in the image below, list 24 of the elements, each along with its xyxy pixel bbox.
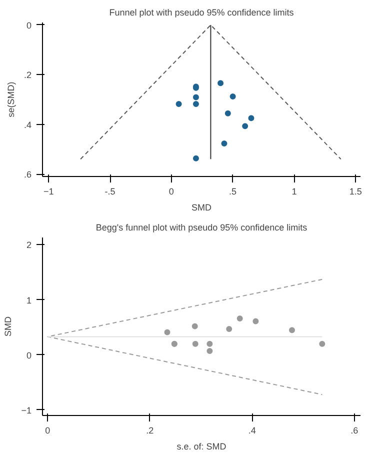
chart-title: Funnel plot with pseudo 95% confidence limits <box>109 8 294 18</box>
x-tick-label: 0 <box>45 426 50 436</box>
chart-title: Begg's funnel plot with pseudo 95% confidence limits <box>96 222 308 232</box>
y-tick-label: 1 <box>26 295 32 306</box>
y-axis-title: se(SMD) <box>6 82 16 118</box>
x-tick-label: −1 <box>44 186 54 196</box>
x-axis-title: SMD <box>192 202 212 212</box>
x-axis-title: s.e. of: SMD <box>176 442 227 452</box>
y-tick-label: 2 <box>26 240 32 250</box>
x-tick-label: .4 <box>248 426 256 436</box>
x-tick-label: -.5 <box>104 186 116 196</box>
y-tick-label: 0 <box>26 20 32 30</box>
x-tick-label: .6 <box>350 426 358 436</box>
x-tick-label: 1.5 <box>349 186 362 196</box>
y-tick-label: −1 <box>21 405 32 416</box>
y-tick-label: .4 <box>24 120 32 130</box>
y-tick-label: .6 <box>24 170 32 180</box>
x-tick-label: 1 <box>292 186 297 196</box>
x-tick-label: .2 <box>146 426 154 436</box>
y-tick-label: .2 <box>24 70 32 80</box>
x-tick-label: 0 <box>168 186 174 196</box>
y-axis-title: SMD <box>3 316 14 336</box>
x-tick-label: .5 <box>229 186 237 196</box>
y-tick-label: 0 <box>26 350 32 360</box>
